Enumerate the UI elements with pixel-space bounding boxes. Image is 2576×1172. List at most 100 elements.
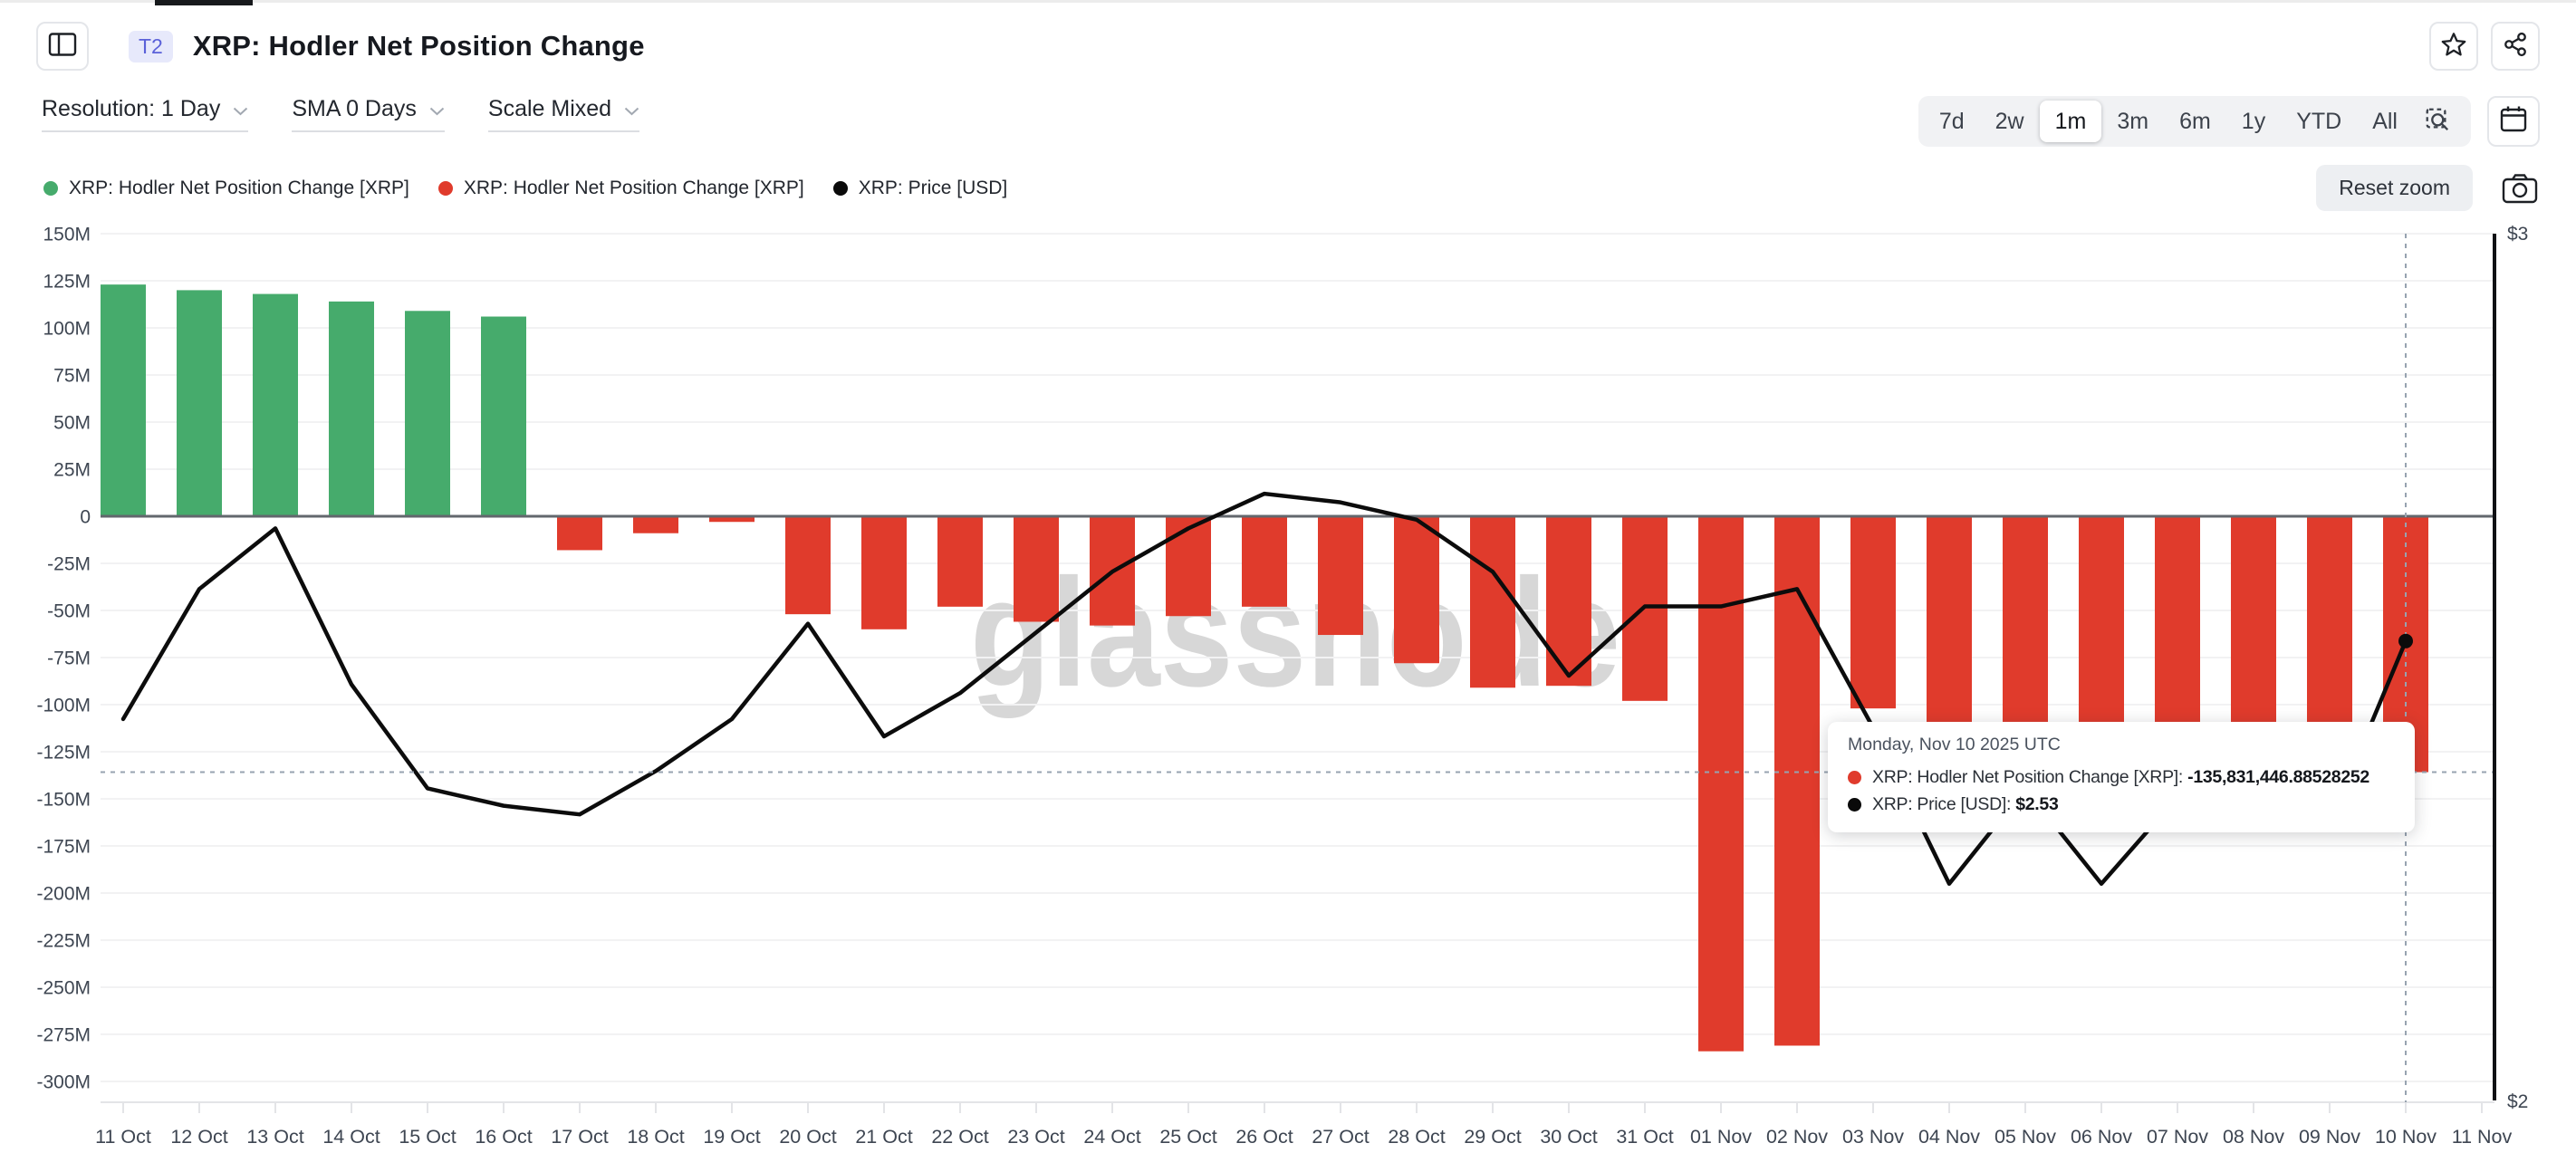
x-axis-tick-label: 03 Nov bbox=[1842, 1126, 1904, 1148]
left-axis-tick-label: -275M bbox=[36, 1025, 91, 1046]
calendar-icon bbox=[2499, 105, 2528, 138]
left-axis-tick-label: -100M bbox=[36, 696, 91, 716]
left-axis-tick-label: -50M bbox=[47, 601, 91, 622]
x-axis-tick-label: 15 Oct bbox=[399, 1126, 456, 1148]
left-axis-tick-label: -25M bbox=[47, 554, 91, 575]
left-axis-tick-label: -200M bbox=[36, 884, 91, 905]
x-axis-tick-label: 24 Oct bbox=[1083, 1126, 1140, 1148]
bar-27-oct[interactable] bbox=[1318, 516, 1363, 636]
header: T2 XRP: Hodler Net Position Change bbox=[36, 18, 2540, 74]
toolbar-right: 7d 2w 1m 3m 6m 1y YTD All bbox=[1918, 96, 2540, 147]
bar-21-oct[interactable] bbox=[861, 516, 907, 629]
chevron-down-icon bbox=[429, 96, 445, 122]
x-axis-tick-label: 30 Oct bbox=[1540, 1126, 1597, 1148]
x-axis-tick-label: 20 Oct bbox=[779, 1126, 836, 1148]
bar-28-oct[interactable] bbox=[1394, 516, 1439, 664]
tooltip-label: XRP: Price [USD]: $2.53 bbox=[1872, 794, 2059, 814]
left-axis-tick-label: 150M bbox=[43, 225, 91, 245]
legend-item-2[interactable]: XRP: Price [USD] bbox=[832, 177, 1008, 199]
range-button-all[interactable]: All bbox=[2372, 108, 2398, 134]
bar-12-oct[interactable] bbox=[177, 290, 222, 516]
left-axis-tick-label: -300M bbox=[36, 1072, 91, 1093]
star-icon bbox=[2440, 31, 2467, 62]
highlight-price-dot bbox=[2398, 633, 2413, 648]
calendar-button[interactable] bbox=[2487, 96, 2540, 147]
bar-16-oct[interactable] bbox=[481, 316, 526, 516]
bar-22-oct[interactable] bbox=[937, 516, 983, 607]
bar-20-oct[interactable] bbox=[785, 516, 831, 615]
bar-25-oct[interactable] bbox=[1166, 516, 1211, 617]
tooltip-row-0: XRP: Hodler Net Position Change [XRP]: -… bbox=[1848, 764, 2395, 791]
range-button-2w[interactable]: 2w bbox=[1994, 108, 2024, 134]
bar-17-oct[interactable] bbox=[557, 516, 602, 551]
bar-03-nov[interactable] bbox=[1850, 516, 1896, 709]
x-axis-tick-label: 13 Oct bbox=[246, 1126, 303, 1148]
legend-item-1[interactable]: XRP: Hodler Net Position Change [XRP] bbox=[437, 177, 804, 199]
tooltip-value: -135,831,446.88528252 bbox=[2187, 767, 2369, 787]
range-button-7d[interactable]: 7d bbox=[1938, 108, 1965, 134]
legend-label: XRP: Hodler Net Position Change [XRP] bbox=[463, 177, 804, 198]
x-axis-tick-label: 01 Nov bbox=[1690, 1126, 1752, 1148]
legend-row: XRP: Hodler Net Position Change [XRP] XRP… bbox=[43, 165, 2538, 211]
bar-11-oct[interactable] bbox=[101, 284, 146, 516]
legend-dot bbox=[832, 180, 848, 196]
x-axis-tick-label: 23 Oct bbox=[1007, 1126, 1064, 1148]
sidebar-toggle-button[interactable] bbox=[36, 22, 89, 71]
share-icon bbox=[2503, 32, 2528, 62]
left-axis-tick-label: -175M bbox=[36, 837, 91, 858]
watermark: glassnode bbox=[970, 547, 1620, 719]
page-title: XRP: Hodler Net Position Change bbox=[192, 30, 645, 62]
x-axis-tick-label: 29 Oct bbox=[1464, 1126, 1521, 1148]
sma-dropdown[interactable]: SMA 0 Days bbox=[292, 96, 445, 132]
left-axis-tick-label: -225M bbox=[36, 931, 91, 952]
bar-02-nov[interactable] bbox=[1774, 516, 1820, 1046]
legend-item-0[interactable]: XRP: Hodler Net Position Change [XRP] bbox=[43, 178, 409, 199]
range-button-6m[interactable]: 6m bbox=[2179, 108, 2211, 134]
range-button-1m[interactable]: 1m bbox=[2039, 101, 2102, 142]
x-axis-tick-label: 25 Oct bbox=[1159, 1126, 1216, 1148]
x-axis-tick-label: 16 Oct bbox=[475, 1126, 532, 1148]
bar-19-oct[interactable] bbox=[709, 516, 755, 523]
range-button-1y[interactable]: 1y bbox=[2241, 108, 2266, 134]
left-axis-tick-label: -250M bbox=[36, 978, 91, 999]
tooltip-row-1: XRP: Price [USD]: $2.53 bbox=[1848, 791, 2395, 818]
scale-dropdown[interactable]: Scale Mixed bbox=[487, 96, 640, 132]
share-button[interactable] bbox=[2491, 22, 2540, 71]
left-axis-tick-label: 100M bbox=[43, 319, 91, 340]
legend-label: XRP: Hodler Net Position Change [XRP] bbox=[69, 177, 409, 198]
legend-label: XRP: Price [USD] bbox=[858, 177, 1008, 198]
bar-23-oct[interactable] bbox=[1014, 516, 1059, 622]
bar-18-oct[interactable] bbox=[633, 516, 678, 533]
header-actions bbox=[2429, 22, 2540, 71]
left-axis-tick-label: -75M bbox=[47, 648, 91, 669]
reset-zoom-button[interactable]: Reset zoom bbox=[2316, 165, 2473, 211]
left-axis-tick-label: 50M bbox=[53, 413, 91, 434]
camera-icon[interactable] bbox=[2502, 173, 2538, 204]
range-button-3m[interactable]: 3m bbox=[2117, 108, 2149, 134]
bar-14-oct[interactable] bbox=[329, 301, 374, 516]
tab-active-indicator bbox=[155, 0, 253, 5]
chart-tooltip: Monday, Nov 10 2025 UTC XRP: Hodler Net … bbox=[1828, 722, 2415, 832]
x-axis-tick-label: 21 Oct bbox=[855, 1126, 912, 1148]
toolbar: Resolution: 1 Day SMA 0 Days Scale Mixed… bbox=[42, 96, 2540, 147]
x-axis-tick-label: 11 Nov bbox=[2452, 1126, 2513, 1148]
x-axis-tick-label: 14 Oct bbox=[322, 1126, 380, 1148]
x-axis-tick-label: 18 Oct bbox=[627, 1126, 684, 1148]
x-axis-tick-label: 07 Nov bbox=[2147, 1126, 2208, 1148]
resolution-dropdown[interactable]: Resolution: 1 Day bbox=[42, 96, 249, 132]
chevron-down-icon bbox=[233, 96, 248, 122]
bar-13-oct[interactable] bbox=[253, 293, 298, 516]
x-axis-tick-label: 17 Oct bbox=[551, 1126, 608, 1148]
bar-15-oct[interactable] bbox=[405, 311, 450, 516]
tooltip-dot bbox=[1848, 770, 1861, 784]
top-border-line bbox=[0, 0, 2576, 3]
zoom-area-icon[interactable] bbox=[2413, 108, 2465, 135]
tooltip-dot bbox=[1848, 797, 1861, 812]
bar-29-oct[interactable] bbox=[1470, 516, 1515, 688]
favorite-button[interactable] bbox=[2429, 22, 2478, 71]
tooltip-label: XRP: Hodler Net Position Change [XRP]: -… bbox=[1872, 767, 2369, 787]
range-button-ytd[interactable]: YTD bbox=[2296, 108, 2342, 134]
bar-26-oct[interactable] bbox=[1242, 516, 1287, 607]
bar-01-nov[interactable] bbox=[1698, 516, 1744, 1052]
